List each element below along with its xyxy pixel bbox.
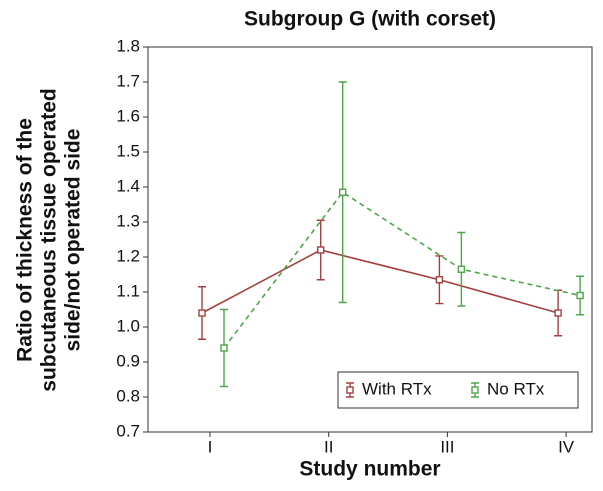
y-tick-label: 1.3	[116, 211, 140, 230]
y-tick-label: 0.9	[116, 351, 140, 370]
marker	[220, 344, 228, 352]
legend-box	[337, 371, 579, 409]
legend-label: With RTx	[362, 379, 432, 398]
series-line	[201, 249, 559, 314]
marker	[457, 265, 466, 273]
y-tick-label: 1.7	[116, 71, 140, 90]
legend-symbol	[471, 386, 479, 394]
x-tick-label: IV	[558, 437, 575, 456]
chart-title: Subgroup G (with corset)	[244, 8, 496, 31]
y-tick-label: 1.4	[116, 176, 140, 195]
y-axis-label: subcutaneous tissue operated	[38, 88, 61, 391]
y-tick-label: 1.8	[116, 36, 140, 55]
y-tick-label: 1.1	[116, 281, 140, 300]
y-tick-label: 0.7	[116, 421, 140, 440]
y-axis-label: Ratio of thickness of the	[14, 118, 37, 362]
x-tick-label: II	[324, 437, 333, 456]
series-line	[223, 191, 581, 349]
y-tick-label: 1.6	[116, 106, 140, 125]
marker	[554, 309, 562, 317]
marker	[435, 276, 444, 284]
legend-symbol	[346, 386, 354, 394]
x-axis-label: Study number	[299, 458, 440, 481]
y-tick-label: 0.8	[116, 386, 140, 405]
y-tick-label: 1.5	[116, 141, 140, 160]
y-tick-label: 1.2	[116, 246, 140, 265]
legend-label: No RTx	[487, 379, 545, 398]
y-axis-label: side/not operated side	[62, 129, 85, 352]
y-tick-label: 1.0	[116, 316, 140, 335]
marker	[317, 246, 325, 254]
plot-frame	[147, 46, 593, 433]
x-tick-label: III	[440, 437, 454, 456]
marker	[198, 309, 206, 317]
x-tick-label: I	[208, 437, 213, 456]
marker	[576, 291, 584, 300]
marker	[339, 188, 347, 196]
